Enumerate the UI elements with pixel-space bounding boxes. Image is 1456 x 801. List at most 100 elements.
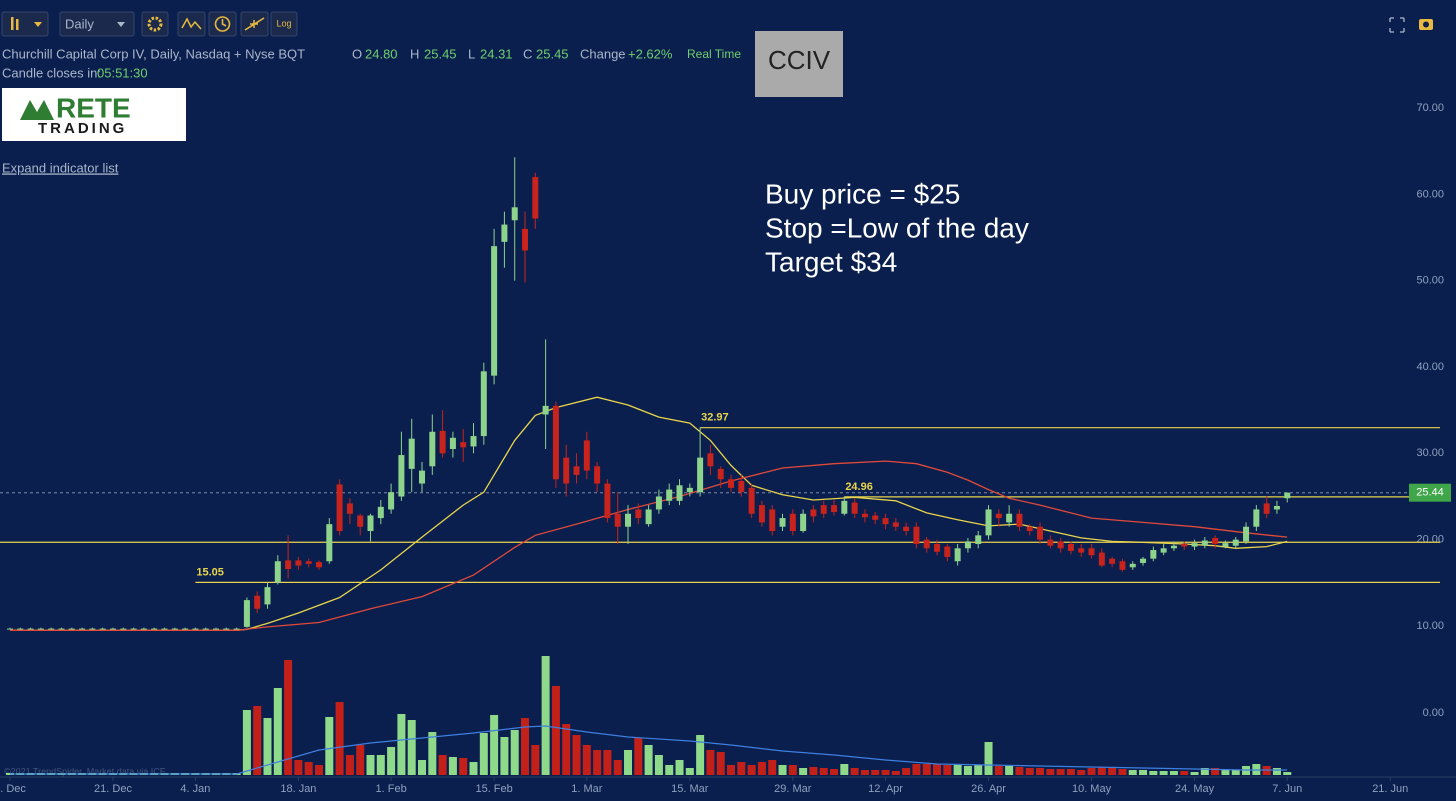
candle-body	[1140, 558, 1147, 563]
settings-button[interactable]	[141, 11, 169, 37]
candle-body	[398, 455, 405, 497]
candle-body	[738, 480, 745, 493]
volume-bar	[871, 770, 880, 775]
candle-body	[480, 371, 487, 437]
candle-body	[1263, 503, 1270, 514]
log-button[interactable]	[270, 11, 298, 37]
candle-body	[223, 628, 230, 630]
level-label: 32.97	[701, 412, 729, 424]
volume-bar	[757, 762, 766, 775]
candle-body	[274, 561, 281, 583]
candle-body	[532, 177, 539, 219]
candle-body	[37, 628, 44, 630]
volume-bar	[1190, 772, 1199, 775]
candle-body	[1232, 539, 1239, 546]
candle-body	[985, 509, 992, 536]
candle-body	[583, 440, 590, 471]
candle-body	[1067, 543, 1074, 551]
volume-bar	[603, 750, 612, 775]
fullscreen-icon[interactable]	[1389, 17, 1405, 33]
candle-body	[851, 502, 858, 514]
volume-bar	[562, 724, 571, 775]
volume-bar	[541, 656, 550, 775]
candle-body	[717, 468, 724, 480]
candle-body	[872, 515, 879, 520]
candle-body	[1078, 548, 1085, 553]
volume-bar	[1118, 769, 1127, 775]
volume-bar	[706, 750, 715, 775]
candle-body	[923, 539, 930, 549]
candle-body	[1212, 537, 1219, 544]
x-tick-label: 7. Dec	[0, 783, 26, 795]
ohlc-value: 24.80	[365, 46, 398, 61]
volume-bar	[5, 773, 14, 775]
volume-bar	[1036, 768, 1045, 775]
volume-bar	[376, 755, 385, 775]
candle-body	[779, 518, 786, 527]
interval-dropdown[interactable]	[59, 11, 135, 37]
icon	[11, 17, 14, 30]
volume-bar	[593, 750, 602, 775]
candle-body	[1222, 543, 1229, 547]
candle-body	[1109, 558, 1116, 564]
volume-bar	[727, 765, 736, 775]
volume-bar	[665, 765, 674, 775]
candle-body	[48, 628, 55, 630]
candle-body	[1006, 513, 1013, 523]
candle-body	[522, 228, 529, 251]
volume-bar	[1231, 770, 1240, 775]
volume-bar	[644, 745, 653, 775]
volume-bar	[397, 714, 406, 775]
candle-body	[429, 431, 436, 467]
volume-bar	[830, 769, 839, 775]
volume-bar	[1283, 772, 1292, 775]
candle-body	[697, 457, 704, 493]
y-tick-label: 40.00	[1416, 361, 1444, 373]
volume-bar	[624, 750, 633, 775]
candle-body	[913, 526, 920, 544]
candle-body	[604, 483, 611, 519]
x-tick-label: 21. Jun	[1372, 783, 1408, 795]
ohlc-label: H	[410, 46, 419, 61]
volume-bar	[778, 765, 787, 775]
moving-average	[10, 460, 1288, 631]
candle-body	[377, 506, 384, 519]
volume-bar	[788, 765, 797, 775]
logo-icon	[20, 100, 54, 120]
volume-bar	[994, 766, 1003, 775]
chart-type-button[interactable]	[1, 11, 49, 37]
candle-body	[140, 628, 147, 630]
expand-link[interactable]: Expand indicator list	[2, 160, 119, 175]
watermark: ©2021 TrendSpider. Market data via ICE	[4, 766, 166, 776]
volume-bar	[366, 755, 375, 775]
annotation: Stop =Low of the day	[765, 212, 1029, 243]
candle-body	[841, 500, 848, 514]
candle-body	[903, 526, 910, 532]
volume-bar	[1169, 771, 1178, 775]
volume-bar	[953, 764, 962, 775]
level-label: 24.96	[845, 481, 873, 493]
candle-body	[954, 548, 961, 562]
candle-body	[758, 505, 765, 523]
log-label: Log	[276, 18, 291, 28]
candle-body	[295, 560, 302, 566]
change-value: +2.62%	[628, 46, 673, 61]
caret	[34, 22, 42, 27]
indicator-button[interactable]	[177, 11, 206, 37]
candle-body	[460, 442, 467, 448]
volume-bar	[510, 730, 519, 775]
volume-bar	[809, 767, 818, 775]
candle-body	[326, 524, 333, 562]
candle-body	[68, 628, 75, 630]
x-tick-label: 1. Feb	[376, 783, 407, 795]
volume-bar	[1056, 769, 1065, 775]
last-price-label: 25.44	[1416, 487, 1444, 499]
candle-body	[388, 492, 395, 510]
candle-body	[213, 628, 219, 630]
volume-bar	[253, 706, 262, 775]
ohlc-value: 24.31	[480, 46, 513, 61]
candle-body	[573, 466, 580, 475]
volume-bar	[613, 760, 622, 775]
y-tick-label: 20.00	[1416, 534, 1444, 546]
y-tick-label: 50.00	[1416, 275, 1444, 287]
